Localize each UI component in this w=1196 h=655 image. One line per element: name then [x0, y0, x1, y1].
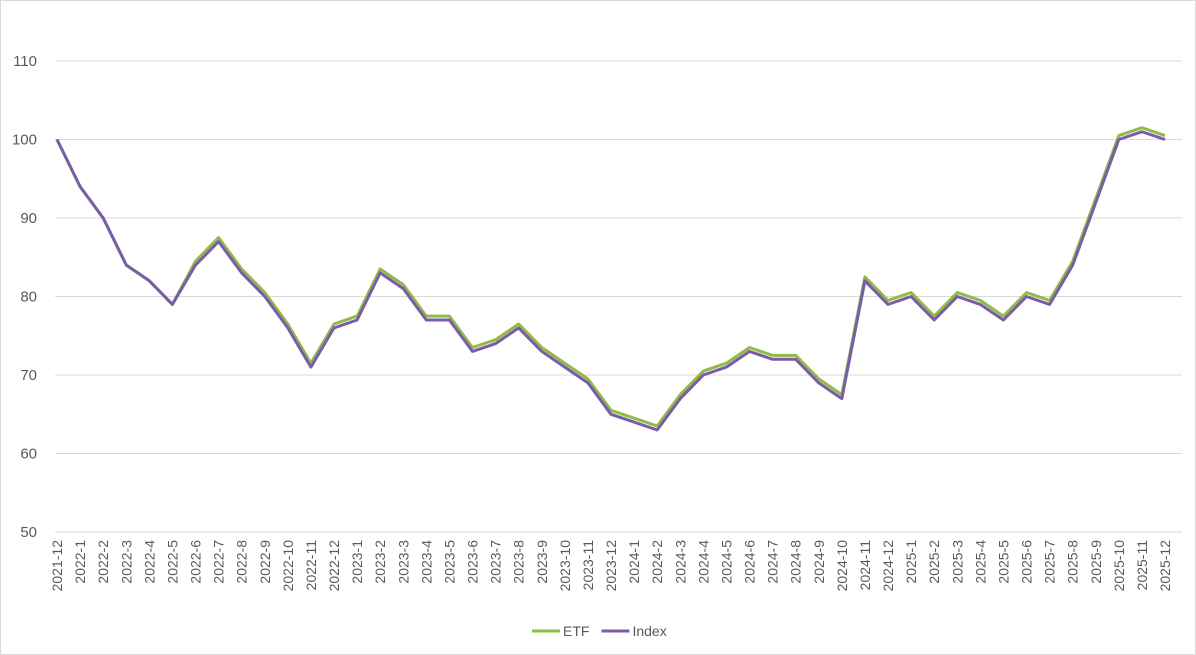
x-tick-label: 2025-8 — [1065, 540, 1081, 584]
y-tick-label: 90 — [20, 210, 37, 227]
x-tick-label: 2022-1 — [72, 540, 88, 584]
x-tick-label: 2023-8 — [511, 540, 527, 584]
x-tick-label: 2025-4 — [972, 540, 988, 584]
series-line — [55, 130, 1166, 432]
x-tick-label: 2023-6 — [465, 540, 481, 584]
x-tick-label: 2022-9 — [257, 540, 273, 584]
x-tick-label: 2022-7 — [211, 540, 227, 584]
x-tick-label: 2022-2 — [95, 540, 111, 584]
x-tick-label: 2023-10 — [557, 540, 573, 592]
x-tick-label: 2022-5 — [164, 540, 180, 584]
y-tick-label: 60 — [20, 446, 37, 463]
y-tick-label: 50 — [20, 524, 37, 541]
y-tick-label: 100 — [12, 132, 37, 149]
x-tick-label: 2024-5 — [718, 540, 734, 584]
y-tick-label: 70 — [20, 367, 37, 384]
x-tick-label: 2022-3 — [118, 540, 134, 584]
legend-label: ETF — [563, 623, 589, 639]
x-tick-label: 2024-7 — [765, 540, 781, 584]
x-tick-label: 2025-2 — [926, 540, 942, 584]
x-tick-label: 2025-12 — [1157, 540, 1173, 592]
x-tick-label: 2025-7 — [1042, 540, 1058, 584]
x-tick-label: 2021-12 — [49, 540, 65, 592]
x-tick-label: 2022-10 — [280, 540, 296, 592]
x-tick-label: 2023-12 — [603, 540, 619, 592]
x-tick-label: 2023-1 — [349, 540, 365, 584]
x-tick-label: 2023-11 — [580, 540, 596, 591]
x-tick-label: 2024-11 — [857, 540, 873, 591]
x-tick-label: 2024-4 — [695, 540, 711, 584]
x-tick-label: 2023-2 — [372, 540, 388, 584]
y-tick-label: 80 — [20, 289, 37, 306]
x-tick-label: 2022-4 — [141, 540, 157, 584]
x-tick-label: 2023-7 — [488, 540, 504, 584]
x-tick-label: 2023-3 — [395, 540, 411, 584]
x-tick-label: 2022-12 — [326, 540, 342, 592]
legend-label: Index — [632, 623, 666, 639]
x-tick-label: 2025-1 — [903, 540, 919, 584]
x-tick-label: 2022-8 — [234, 540, 250, 584]
x-tick-label: 2024-10 — [834, 540, 850, 592]
x-tick-label: 2023-4 — [418, 540, 434, 584]
x-tick-label: 2024-3 — [672, 540, 688, 584]
x-tick-label: 2024-2 — [649, 540, 665, 584]
series-line — [55, 126, 1166, 428]
x-tick-label: 2023-5 — [441, 540, 457, 584]
x-tick-label: 2025-3 — [949, 540, 965, 584]
y-tick-label: 110 — [13, 53, 37, 70]
x-tick-label: 2025-6 — [1019, 540, 1035, 584]
x-tick-label: 2023-9 — [534, 540, 550, 584]
x-tick-label: 2024-1 — [626, 540, 642, 584]
x-tick-label: 2022-6 — [188, 540, 204, 584]
x-tick-label: 2024-9 — [811, 540, 827, 584]
x-tick-label: 2024-6 — [742, 540, 758, 584]
x-tick-label: 2024-8 — [788, 540, 804, 584]
x-tick-label: 2025-11 — [1134, 540, 1150, 591]
x-tick-label: 2024-12 — [880, 540, 896, 592]
x-tick-label: 2022-11 — [303, 540, 319, 591]
x-tick-label: 2025-10 — [1111, 540, 1127, 592]
x-tick-label: 2025-9 — [1088, 540, 1104, 584]
x-tick-label: 2025-5 — [995, 540, 1011, 584]
